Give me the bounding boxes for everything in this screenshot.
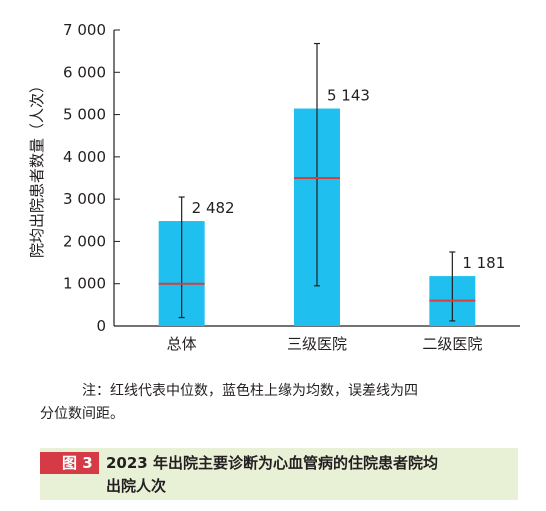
figure-title-line-2: 出院人次 (106, 477, 167, 495)
x-tick-label: 总体 (167, 335, 197, 353)
figure-label: 图 3 (40, 452, 99, 474)
bar-chart: 0 1 000 2 000 3 000 4 000 5 000 6 000 7 000 院均出院… (28, 21, 520, 353)
data-label: 5 143 (327, 87, 370, 105)
x-tick-label: 三级医院 (287, 335, 347, 353)
data-label: 1 181 (462, 254, 505, 272)
y-tick-label: 2 000 (63, 232, 106, 250)
y-tick-label: 4 000 (63, 148, 106, 166)
y-tick-label: 5 000 (63, 106, 106, 124)
x-tick-label: 二级医院 (422, 335, 482, 353)
y-tick-label: 6 000 (63, 63, 106, 81)
y-axis-title: 院均出院患者数量（人次） (28, 78, 46, 258)
figure-title-line-1: 2023 年出院主要诊断为心血管病的住院患者院均 (106, 454, 438, 472)
note-line-2: 分位数间距。 (40, 406, 124, 422)
y-tick-label: 0 (96, 317, 106, 335)
data-label: 2 482 (192, 199, 235, 217)
y-tick-label: 1 000 (63, 275, 106, 293)
y-tick-label: 7 000 (63, 21, 106, 39)
note-line-1: 注：红线代表中位数，蓝色柱上缘为均数，误差线为四 (82, 383, 418, 399)
chart-note: 注：红线代表中位数，蓝色柱上缘为均数，误差线为四 分位数间距。 (40, 380, 526, 426)
y-tick-label: 3 000 (63, 190, 106, 208)
figure-caption: 图 3 2023 年出院主要诊断为心血管病的住院患者院均 出院人次 (40, 448, 518, 500)
